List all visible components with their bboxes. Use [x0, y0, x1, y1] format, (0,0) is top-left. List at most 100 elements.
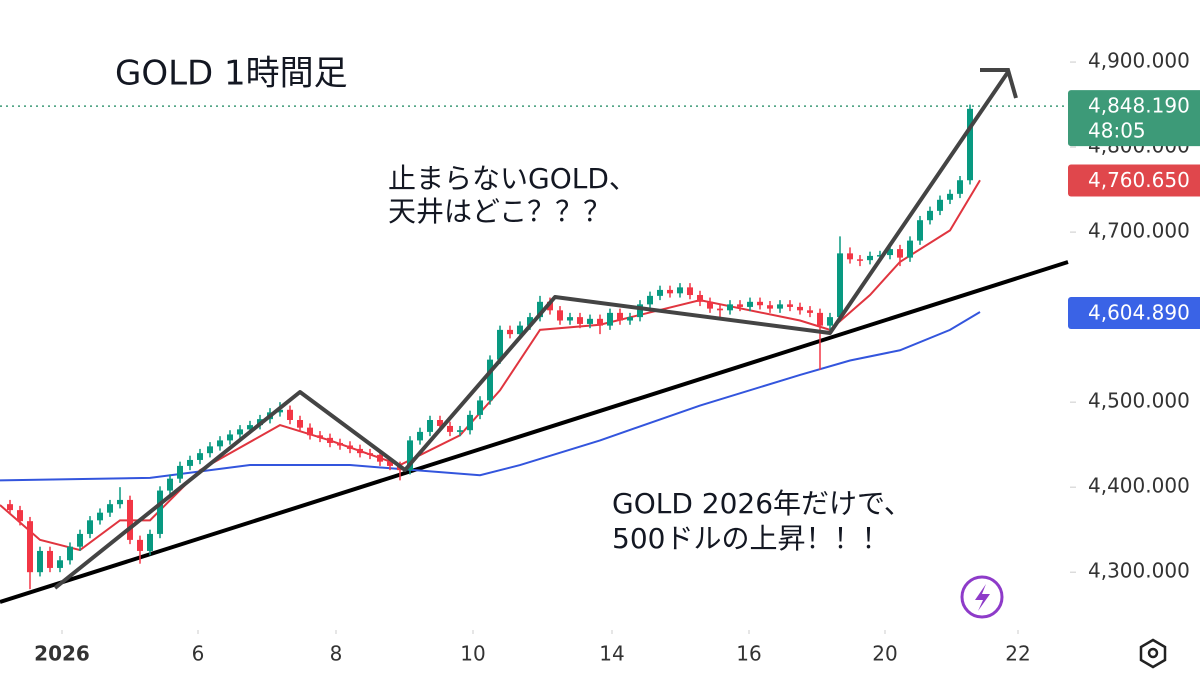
- candle-body: [207, 446, 213, 454]
- candle-body: [687, 287, 693, 296]
- candle: [327, 433, 333, 448]
- candle: [137, 535, 143, 564]
- candle-body: [277, 409, 283, 413]
- candle: [857, 255, 863, 267]
- candle-body: [667, 289, 673, 294]
- candle-body: [677, 287, 683, 294]
- candle-body: [897, 249, 903, 258]
- candle-body: [197, 453, 203, 460]
- candle: [927, 206, 933, 225]
- candle-body: [967, 108, 973, 181]
- candle-body: [837, 253, 843, 318]
- x-tick-label: 14: [599, 642, 624, 666]
- candle: [907, 236, 913, 262]
- candle-body: [337, 442, 343, 446]
- candle-body: [937, 199, 943, 211]
- candle: [757, 297, 763, 310]
- y-tick-label: 4,500.000: [1088, 389, 1190, 413]
- candle: [707, 297, 713, 313]
- candle: [287, 405, 293, 425]
- candle-body: [157, 490, 163, 534]
- candle: [317, 431, 323, 443]
- candle-body: [577, 317, 583, 324]
- candle: [847, 247, 853, 264]
- price-label: 4,848.190: [1088, 94, 1190, 118]
- candle-body: [127, 499, 133, 540]
- candle-body: [417, 431, 423, 441]
- candle-body: [217, 440, 223, 447]
- candle-body: [317, 435, 323, 438]
- candle: [967, 104, 973, 185]
- price-axis: 4,300.0004,400.0004,500.0004,600.0004,70…: [34, 49, 1200, 666]
- x-tick-label: 6: [192, 642, 205, 666]
- candle-body: [97, 512, 103, 521]
- candle-body: [827, 317, 833, 326]
- candle: [87, 516, 93, 539]
- candle: [117, 487, 123, 509]
- candle: [917, 215, 923, 245]
- settings-icon[interactable]: [1139, 638, 1167, 669]
- candle: [557, 306, 563, 325]
- candle-body: [737, 304, 743, 307]
- candle-body: [947, 193, 953, 200]
- candle-body: [887, 249, 893, 256]
- candle-body: [467, 414, 473, 431]
- candle: [667, 285, 673, 298]
- candle-body: [857, 259, 863, 261]
- candle: [897, 244, 903, 267]
- candle-body: [477, 400, 483, 415]
- x-tick-label: 22: [1005, 642, 1030, 666]
- y-tick-label: 4,900.000: [1088, 49, 1190, 73]
- candle-body: [247, 425, 253, 430]
- candle-body: [957, 180, 963, 194]
- candle-body: [557, 310, 563, 321]
- candle-body: [407, 440, 413, 471]
- chart-title: GOLD 1時間足: [115, 54, 348, 94]
- candle: [357, 444, 363, 458]
- candle-body: [917, 220, 923, 241]
- settings-dot: [1147, 647, 1159, 659]
- candle: [627, 312, 633, 325]
- candle: [777, 300, 783, 313]
- candle: [367, 448, 373, 460]
- candle: [937, 195, 943, 216]
- candle-body: [907, 240, 913, 258]
- candle: [767, 300, 773, 313]
- x-tick-label: 8: [330, 642, 343, 666]
- candle: [797, 302, 803, 315]
- candle-body: [67, 546, 73, 561]
- candle: [97, 508, 103, 525]
- candle: [637, 300, 643, 322]
- candle-body: [357, 448, 363, 454]
- candle-body: [877, 255, 883, 257]
- candle: [737, 300, 743, 312]
- candle: [107, 499, 113, 517]
- candle: [697, 290, 703, 307]
- candle-body: [137, 539, 143, 551]
- candle-body: [787, 304, 793, 307]
- candle-body: [657, 289, 663, 296]
- candle: [227, 430, 233, 445]
- candle-body: [447, 425, 453, 432]
- candle-body: [847, 253, 853, 260]
- candle: [407, 436, 413, 475]
- candle: [7, 499, 13, 515]
- support-trendline: [0, 260, 1069, 604]
- lightning-icon[interactable]: [960, 575, 1004, 619]
- candle-body: [567, 317, 573, 321]
- candle: [677, 283, 683, 298]
- candle-body: [717, 308, 723, 311]
- candle-body: [617, 312, 623, 321]
- candle: [827, 312, 833, 330]
- annotation: 天井はどこ？？？: [388, 195, 611, 228]
- candle-body: [27, 521, 33, 573]
- candle: [187, 455, 193, 471]
- x-tick-label: 10: [460, 642, 485, 666]
- candle-body: [587, 318, 593, 324]
- x-tick-label: 16: [736, 642, 761, 666]
- y-tick-label: 4,300.000: [1088, 559, 1190, 583]
- candle-body: [767, 305, 773, 309]
- candle: [597, 314, 603, 335]
- candle: [747, 297, 753, 312]
- candle-body: [597, 318, 603, 326]
